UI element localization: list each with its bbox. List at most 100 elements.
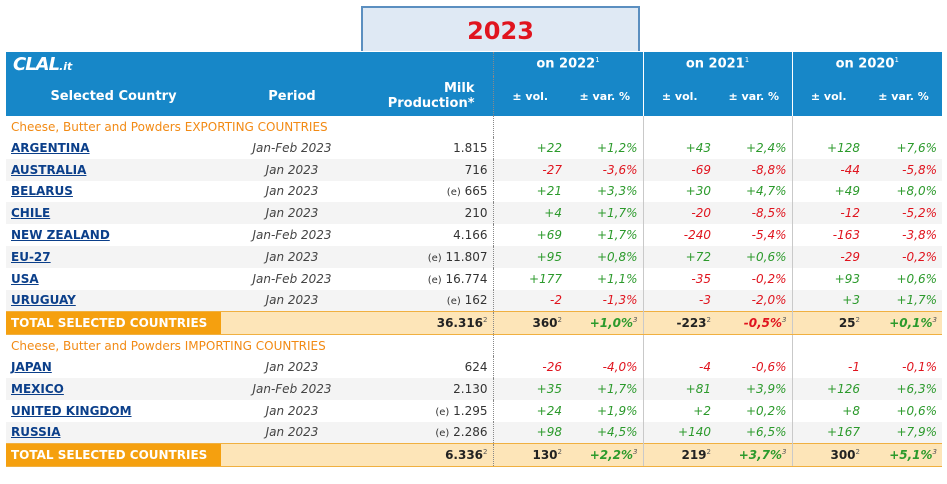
milk-production-table: CLAL.it on 20221 on 20211 on 20201 Selec… (6, 52, 942, 468)
table-row: CHILE Jan 2023 210 +4 +1,7% -20 -8,5% -12 -5,2% (6, 202, 942, 225)
pct-change-cell: +8,0% (865, 180, 942, 203)
pct-change-cell: +0,6% (865, 399, 942, 422)
pct-change-cell: +4,5% (567, 421, 643, 444)
vol-change-cell: +8 (791, 399, 865, 422)
production-value: 1.815 (453, 140, 488, 155)
estimate-marker: (e) (446, 187, 461, 199)
country-link[interactable]: UNITED KINGDOM (6, 399, 221, 422)
production-value: 2.130 (453, 381, 488, 396)
table-row: NEW ZEALAND Jan-Feb 2023 4.166 +69 +1,7% -240… (6, 224, 942, 246)
pct-change-cell: +0,6% (716, 245, 792, 268)
pct-change-cell: +0,2% (716, 399, 792, 422)
vol-change-cell: +177 (492, 267, 567, 290)
country-link[interactable]: EU-27 (6, 245, 221, 268)
vol-change-cell: -20 (642, 202, 716, 225)
period-cell: Jan 2023 (221, 158, 363, 181)
pct-change-cell: +1,2% (567, 137, 643, 159)
col-header-period[interactable]: Period (221, 76, 363, 116)
pct-change-cell: +4,7% (716, 180, 792, 203)
col-header-vol-2022[interactable]: ± vol. (492, 76, 567, 116)
total-label: TOTAL SELECTED COUNTRIES (6, 443, 221, 468)
col-header-vol-2020[interactable]: ± vol. (791, 76, 865, 116)
clal-logo[interactable]: CLAL.it (6, 52, 221, 76)
vol-change-cell: +30 (642, 180, 716, 203)
country-link[interactable]: ARGENTINA (6, 137, 221, 159)
pct-change-cell: -8,5% (716, 202, 792, 225)
table-row: ARGENTINA Jan-Feb 2023 1.815 +22 +1,2% +43 +2,… (6, 137, 942, 159)
production-cell: 716 (363, 158, 493, 181)
country-link[interactable]: BELARUS (6, 180, 221, 203)
vol-change-cell: -1 (791, 356, 865, 378)
total-vol-change: 2192 (642, 443, 716, 468)
vol-change-cell: +95 (492, 245, 567, 268)
production-cell: (e) 16.774 (363, 267, 493, 290)
col-header-country[interactable]: Selected Country (6, 76, 221, 116)
total-label: TOTAL SELECTED COUNTRIES (6, 311, 221, 336)
period-cell: Jan-Feb 2023 (221, 137, 363, 159)
pct-change-cell: -0,2% (716, 267, 792, 290)
table-row: RUSSIA Jan 2023 (e) 2.286 +98 +4,5% +140 +6,5%… (6, 421, 942, 444)
pct-change-cell: +3,9% (716, 377, 792, 400)
total-vol-change: -2232 (642, 311, 716, 336)
period-cell: Jan 2023 (221, 289, 363, 312)
period-cell: Jan 2023 (221, 356, 363, 378)
estimate-marker: (e) (435, 406, 450, 418)
country-link[interactable]: MEXICO (6, 377, 221, 400)
period-cell: Jan 2023 (221, 421, 363, 444)
total-pct-change: +0,1%3 (865, 311, 942, 336)
pct-change-cell: -0,2% (865, 245, 942, 268)
pct-change-cell: +1,7% (865, 289, 942, 312)
vol-change-cell: -3 (642, 289, 716, 312)
total-pct-change: +2,2%3 (567, 443, 643, 468)
production-value: 162 (464, 293, 488, 308)
total-production: 36.3162 (363, 311, 493, 336)
pct-change-cell: -5,4% (716, 224, 792, 246)
pct-change-cell: -5,2% (865, 202, 942, 225)
country-link[interactable]: USA (6, 267, 221, 290)
country-link[interactable]: NEW ZEALAND (6, 224, 221, 246)
vol-change-cell: -29 (791, 245, 865, 268)
period-cell: Jan 2023 (221, 180, 363, 203)
pct-change-cell: +7,6% (865, 137, 942, 159)
pct-change-cell: +6,5% (716, 421, 792, 444)
total-pct-change: +1,0%3 (567, 311, 643, 336)
period-cell: Jan 2023 (221, 202, 363, 225)
table-row: URUGUAY Jan 2023 (e) 162 -2 -1,3% -3 -2,0% +3 +1… (6, 289, 942, 312)
vol-change-cell: +4 (492, 202, 567, 225)
table-row: USA Jan-Feb 2023 (e) 16.774 +177 +1,1% -35 -0,… (6, 267, 942, 290)
vol-change-cell: +24 (492, 399, 567, 422)
country-link[interactable]: URUGUAY (6, 289, 221, 312)
vol-change-cell: -44 (791, 158, 865, 181)
pct-change-cell: +2,4% (716, 137, 792, 159)
country-link[interactable]: AUSTRALIA (6, 158, 221, 181)
period-cell: Jan-Feb 2023 (221, 377, 363, 400)
total-pct-change: -0,5%3 (716, 311, 792, 336)
table-header: CLAL.it on 20221 on 20211 on 20201 Selec… (6, 52, 942, 116)
pct-change-cell: +0,6% (865, 267, 942, 290)
country-link[interactable]: CHILE (6, 202, 221, 225)
col-header-var-2022[interactable]: ± var. % (567, 76, 643, 116)
production-value: 16.774 (445, 271, 488, 286)
col-header-vol-2021[interactable]: ± vol. (642, 76, 716, 116)
pct-change-cell: +1,1% (567, 267, 643, 290)
total-vol-change: 3002 (791, 443, 865, 468)
period-cell: Jan 2023 (221, 245, 363, 268)
pct-change-cell: -2,0% (716, 289, 792, 312)
year-title: 2023 (467, 17, 534, 45)
country-link[interactable]: JAPAN (6, 356, 221, 378)
production-cell: 624 (363, 356, 493, 378)
production-value: 210 (464, 206, 488, 221)
country-link[interactable]: RUSSIA (6, 421, 221, 444)
col-header-var-2021[interactable]: ± var. % (716, 76, 792, 116)
estimate-marker: (e) (435, 428, 450, 440)
table-row: MEXICO Jan-Feb 2023 2.130 +35 +1,7% +81 +3,9% +… (6, 377, 942, 400)
production-value: 1.295 (453, 403, 488, 418)
production-cell: (e) 2.286 (363, 421, 493, 444)
table-row: JAPAN Jan 2023 624 -26 -4,0% -4 -0,6% -1 -0,1% (6, 356, 942, 378)
total-pct-change: +3,7%3 (716, 443, 792, 468)
col-header-production[interactable]: Milk Production* (363, 76, 493, 116)
pct-change-cell: +1,9% (567, 399, 643, 422)
total-pct-change: +5,1%3 (865, 443, 942, 468)
col-header-var-2020[interactable]: ± var. % (865, 76, 942, 116)
vol-change-cell: -27 (492, 158, 567, 181)
